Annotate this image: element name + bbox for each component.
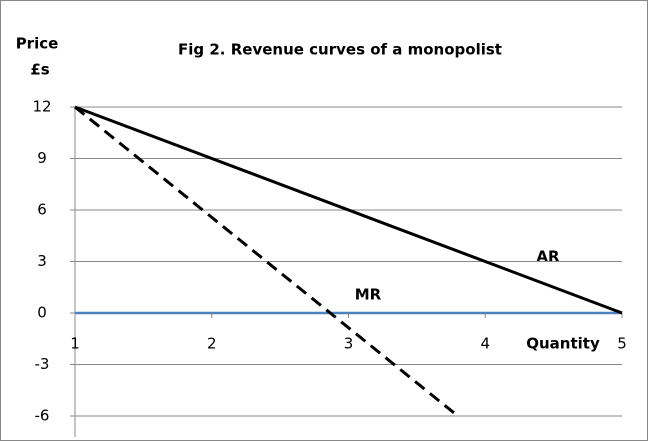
x-tick-label: 5 [617, 335, 627, 353]
line-series [74, 105, 623, 315]
y-tick-label: -3 [35, 355, 50, 373]
y-tick-label: 0 [37, 304, 47, 322]
x-tick-label: 1 [70, 335, 80, 353]
y-tick-label: -6 [35, 407, 50, 425]
x-tick-label: 3 [344, 335, 354, 353]
y-tick-label: 12 [32, 98, 51, 116]
y-tick-label: 3 [37, 252, 47, 270]
x-tick-label: 2 [207, 335, 217, 353]
y-axis-label: Price [16, 35, 59, 53]
x-tick-label: 4 [480, 335, 490, 353]
y-axis-label: £s [30, 61, 49, 79]
annotation: AR [536, 248, 560, 266]
annotation: MR [355, 286, 382, 304]
y-tick-label: 6 [37, 201, 47, 219]
chart-title: Fig 2. Revenue curves of a monopolist [178, 41, 502, 59]
x-axis-label: Quantity [526, 335, 600, 353]
y-tick-label: 9 [37, 149, 47, 167]
line-series [74, 105, 459, 418]
